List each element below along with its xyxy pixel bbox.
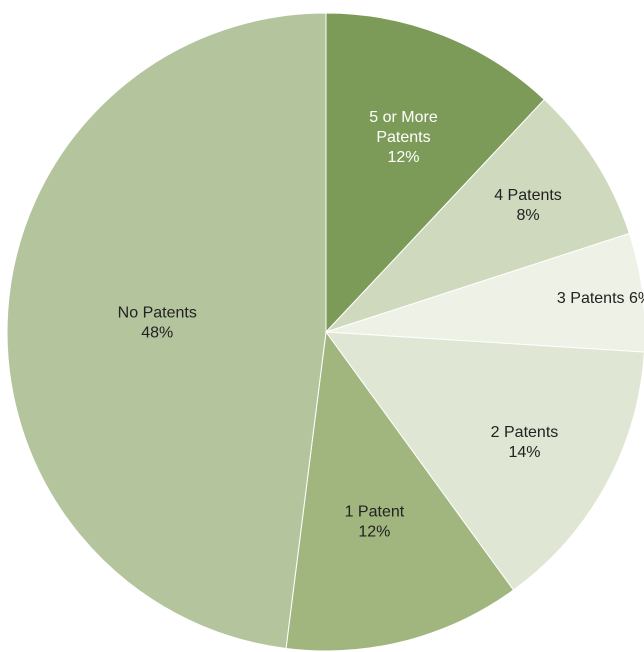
label-line: 3 Patents 6% [557,290,644,307]
label-5-or-more-patents: 5 or More Patents 12% [369,109,438,166]
label-no-patents: No Patents 48% [118,304,197,341]
label-line: 4 Patents [494,187,562,204]
label-line: 12% [387,149,419,166]
slice-4-patents [325,98,631,333]
label-line: 2 Patents [491,424,559,441]
label-line: 1 Patent [345,503,405,520]
label-3-patents: 3 Patents 6% [557,290,644,307]
label-line: 12% [358,523,390,540]
label-4-patents: 4 Patents 8% [494,187,562,224]
slice-5-or-more-patents [325,12,546,334]
label-1-patent: 1 Patent 12% [345,503,405,540]
slice-2-patents [324,331,644,591]
label-line: 48% [141,324,173,341]
pie-labels: 5 or More Patents 12% 4 Patents 8% 3 Patents … [118,109,644,540]
label-2-patents: 2 Patents 14% [491,424,559,461]
slice-no-patents [6,12,327,650]
label-line: 14% [508,444,540,461]
slice-3-patents [325,232,644,353]
pie-slices [6,12,644,652]
label-line: 5 or More [369,109,438,126]
label-line: 8% [516,207,539,224]
slice-1-patent [285,330,515,652]
label-line: No Patents [118,304,197,321]
label-line: Patents [376,129,430,146]
